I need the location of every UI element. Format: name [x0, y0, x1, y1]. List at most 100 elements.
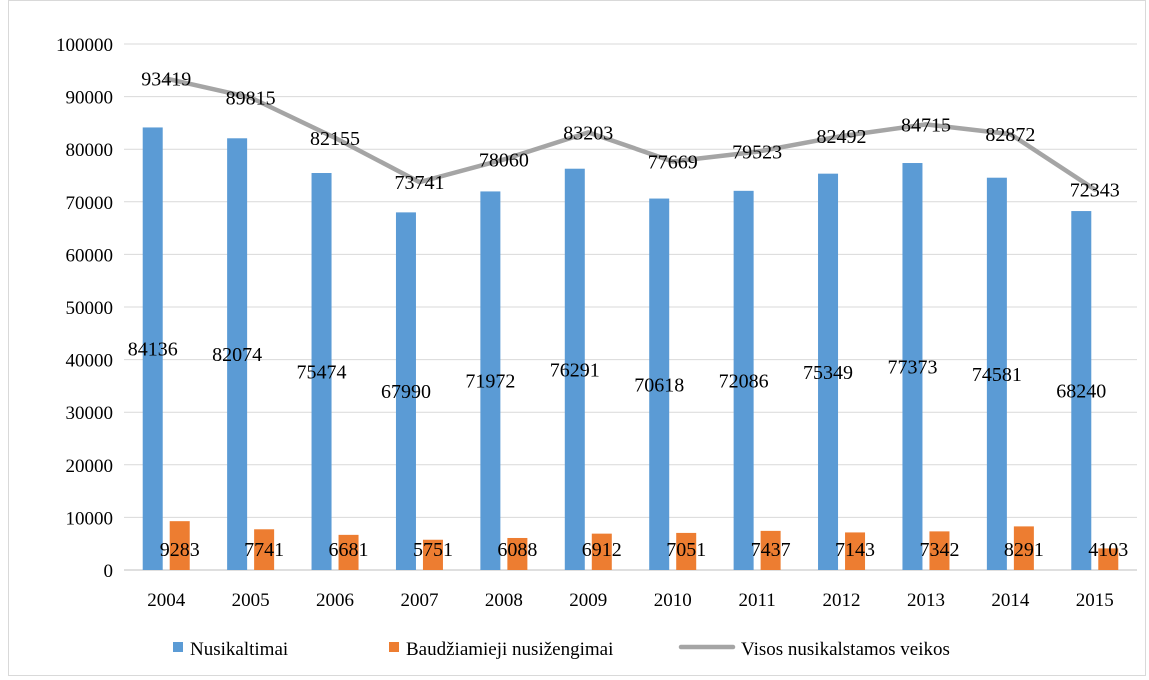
bar-nusizengimai	[845, 532, 866, 570]
x-axis-ticks: 2004 2005 2006 2007 2008 2009 2010 2011 2012 2013…	[147, 590, 1114, 611]
y-tick-label: 90000	[66, 88, 114, 109]
bar-nusizengimai	[1098, 548, 1119, 570]
chart: 0 10000 20000 30000 40000 50000 60000 70000 8000…	[56, 35, 1137, 660]
data-label-nusizengimai: 5751	[413, 539, 453, 561]
bar-nusizengimai	[507, 537, 528, 570]
bar-nusizengimai	[338, 534, 359, 570]
bar-nusizengimai	[169, 521, 190, 570]
bar-nusizengimai	[1013, 526, 1034, 570]
bar-nusizengimai	[422, 539, 443, 570]
x-tick-label: 2005	[232, 590, 270, 611]
data-labels: 84136 82074 75474 67990 71972 76291 70618 72086…	[128, 69, 1129, 561]
bar-nusizengimai	[676, 532, 697, 570]
x-tick-label: 2008	[485, 590, 523, 611]
x-tick-label: 2011	[738, 590, 775, 611]
data-label-total: 78060	[479, 149, 529, 171]
data-label-nusikaltimai: 75474	[297, 362, 347, 384]
x-tick-label: 2013	[907, 590, 945, 611]
data-label-nusizengimai: 7051	[666, 539, 706, 561]
y-tick-label: 60000	[66, 245, 114, 266]
data-label-total: 93419	[141, 69, 191, 91]
bar-nusikaltimai	[142, 127, 163, 570]
bar-nusikaltimai	[311, 173, 332, 570]
data-label-total: 83203	[563, 122, 613, 144]
data-label-nusikaltimai: 68240	[1056, 381, 1106, 403]
x-tick-label: 2009	[569, 590, 607, 611]
legend-item: Visos nusikalstamos veikos	[678, 639, 950, 660]
data-label-nusizengimai: 6912	[582, 539, 622, 561]
y-tick-label: 70000	[66, 193, 114, 214]
legend-swatch	[173, 642, 183, 652]
x-tick-label: 2012	[823, 590, 861, 611]
data-label-nusizengimai: 6681	[329, 539, 369, 561]
legend-label: Visos nusikalstamos veikos	[741, 639, 950, 660]
data-label-nusikaltimai: 74581	[972, 364, 1022, 386]
y-tick-label: 100000	[56, 35, 113, 56]
x-tick-label: 2004	[147, 590, 186, 611]
data-label-nusizengimai: 7741	[244, 539, 284, 561]
y-tick-label: 40000	[66, 351, 114, 372]
data-label-nusikaltimai: 82074	[212, 344, 262, 366]
legend-label: Baudžiamieji nusižengimai	[406, 639, 613, 660]
data-label-total: 79523	[732, 142, 782, 164]
y-tick-label: 80000	[66, 140, 114, 161]
y-tick-label: 0	[104, 561, 114, 582]
bar-nusikaltimai	[395, 212, 416, 570]
chart-frame: 0 10000 20000 30000 40000 50000 60000 70000 8000…	[8, 0, 1146, 676]
bar-nusizengimai	[760, 530, 781, 570]
data-label-nusizengimai: 4103	[1088, 539, 1128, 561]
data-label-nusikaltimai: 76291	[550, 359, 600, 381]
bar-nusikaltimai	[733, 190, 754, 570]
total-line	[163, 76, 1098, 192]
data-label-nusikaltimai: 84136	[128, 339, 178, 361]
y-tick-label: 50000	[66, 298, 114, 319]
bar-nusizengimai	[591, 533, 612, 570]
y-tick-label: 30000	[66, 403, 114, 424]
y-axis-ticks: 0 10000 20000 30000 40000 50000 60000 70000 8000…	[56, 35, 113, 582]
bars	[142, 127, 1119, 571]
total-line-path	[163, 76, 1098, 192]
data-label-total: 77669	[648, 151, 698, 173]
x-tick-label: 2015	[1076, 590, 1114, 611]
data-label-nusikaltimai: 72086	[719, 370, 769, 392]
data-label-nusizengimai: 7342	[919, 539, 959, 561]
bar-nusikaltimai	[1071, 211, 1092, 570]
gridlines	[124, 43, 1137, 571]
data-label-nusikaltimai: 75349	[803, 362, 853, 384]
data-label-total: 73741	[394, 172, 444, 194]
bar-nusikaltimai	[902, 163, 923, 571]
data-label-nusizengimai: 7437	[751, 539, 791, 561]
data-label-total: 89815	[226, 88, 276, 110]
data-label-total: 82492	[817, 126, 867, 148]
bar-nusizengimai	[929, 531, 950, 570]
data-label-nusikaltimai: 70618	[634, 374, 684, 396]
legend-swatch	[389, 642, 399, 652]
x-tick-label: 2010	[654, 590, 692, 611]
bar-nusikaltimai	[227, 138, 248, 570]
bar-nusikaltimai	[480, 191, 501, 570]
data-label-nusizengimai: 6088	[497, 539, 537, 561]
data-label-nusizengimai: 9283	[160, 539, 200, 561]
data-label-nusizengimai: 7143	[835, 539, 875, 561]
data-label-total: 84715	[901, 114, 951, 136]
data-label-nusikaltimai: 77373	[887, 357, 937, 379]
y-tick-label: 10000	[66, 508, 114, 529]
data-label-nusikaltimai: 67990	[381, 381, 431, 403]
bar-nusizengimai	[254, 529, 275, 570]
legend: Nusikaltimai Baudžiamieji nusižengimai Vis…	[173, 639, 950, 660]
legend-item: Nusikaltimai	[173, 639, 288, 660]
bar-nusikaltimai	[564, 168, 585, 570]
bar-nusikaltimai	[818, 173, 839, 571]
bar-nusikaltimai	[649, 198, 670, 570]
legend-item: Baudžiamieji nusižengimai	[389, 639, 613, 660]
x-tick-label: 2007	[400, 590, 438, 611]
data-label-total: 82155	[310, 128, 360, 150]
data-label-total: 72343	[1070, 179, 1120, 201]
data-label-nusikaltimai: 71972	[465, 371, 515, 393]
x-tick-label: 2006	[316, 590, 354, 611]
x-tick-label: 2014	[991, 590, 1030, 611]
data-label-nusizengimai: 8291	[1004, 539, 1044, 561]
y-tick-label: 20000	[66, 456, 114, 477]
bar-nusikaltimai	[986, 177, 1007, 571]
legend-label: Nusikaltimai	[190, 639, 288, 660]
